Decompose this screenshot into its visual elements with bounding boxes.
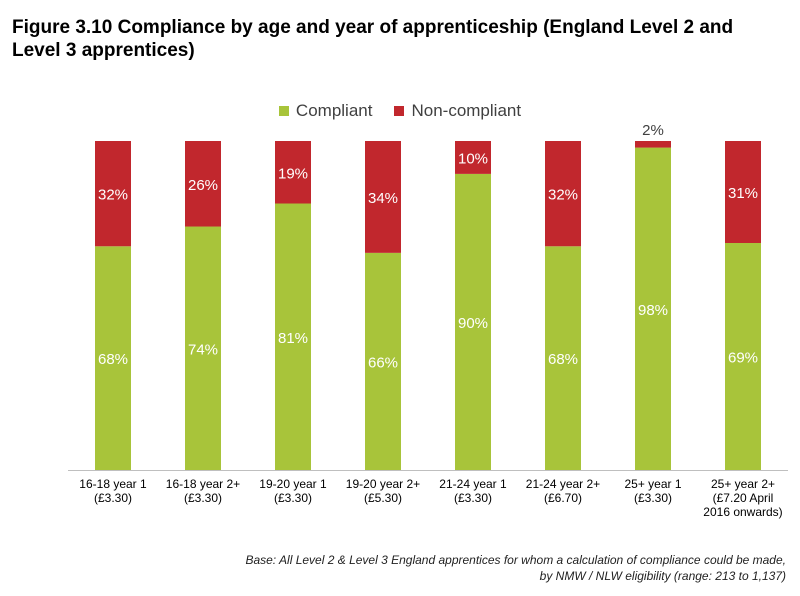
data-label-compliant: 74% (188, 341, 218, 358)
bar-compliant (275, 203, 311, 470)
bar-non-compliant (185, 141, 221, 227)
data-label-non-compliant: 26% (188, 177, 218, 194)
category-label: 19-20 year 2+ (346, 477, 420, 491)
category-label: (£3.30) (94, 491, 132, 505)
bar-compliant (95, 246, 131, 470)
bar-compliant (365, 252, 401, 470)
legend-item-compliant: Compliant (278, 101, 373, 121)
chart-footnote: Base: All Level 2 & Level 3 England appr… (26, 552, 786, 584)
category-label: 21-24 year 1 (439, 477, 507, 491)
data-label-non-compliant: 10% (458, 150, 488, 167)
bar-non-compliant (95, 141, 131, 247)
bar-non-compliant (725, 141, 761, 243)
category-label: (£6.70) (544, 491, 582, 505)
category-label: (£3.30) (274, 491, 312, 505)
bar-compliant (725, 242, 761, 470)
category-label: 16-18 year 1 (79, 477, 147, 491)
bar-compliant (455, 173, 491, 470)
bar-compliant (545, 246, 581, 470)
category-label: 19-20 year 1 (259, 477, 327, 491)
bar-non-compliant (365, 141, 401, 253)
data-label-compliant: 69% (728, 349, 758, 366)
footnote-line-1: Base: All Level 2 & Level 3 England appr… (245, 553, 786, 567)
category-label: (£3.30) (184, 491, 222, 505)
legend-label-compliant: Compliant (295, 101, 373, 120)
data-label-non-compliant: 32% (548, 187, 578, 204)
category-label: 16-18 year 2+ (166, 477, 240, 491)
data-label-compliant: 98% (638, 302, 668, 319)
bar-non-compliant (275, 141, 311, 204)
data-label-non-compliant: 34% (368, 190, 398, 207)
category-label: 21-24 year 2+ (526, 477, 600, 491)
bar-compliant (635, 147, 671, 470)
category-label: (£7.20 April (713, 491, 774, 505)
data-label-compliant: 81% (278, 330, 308, 347)
legend-item-non-compliant: Non-compliant (394, 101, 521, 121)
bar-non-compliant (635, 141, 671, 148)
data-label-non-compliant: 19% (278, 165, 308, 182)
bar-non-compliant (455, 141, 491, 174)
chart-legend: Compliant Non-compliant (0, 99, 800, 123)
data-label-compliant: 66% (368, 354, 398, 371)
chart-title: Figure 3.10 Compliance by age and year o… (12, 17, 734, 61)
category-label: (£3.30) (634, 491, 672, 505)
category-label: (£3.30) (454, 491, 492, 505)
data-label-compliant: 68% (548, 351, 578, 368)
category-label: 25+ year 1 (624, 477, 681, 491)
data-label-compliant: 90% (458, 315, 488, 332)
data-label-non-compliant: 2% (642, 122, 664, 139)
legend-swatch-non-compliant (394, 106, 405, 116)
data-label-non-compliant: 31% (728, 185, 758, 202)
data-label-non-compliant: 32% (98, 187, 128, 204)
category-label: (£5.30) (364, 491, 402, 505)
bar-compliant (185, 226, 221, 470)
footnote-line-2: by NMW / NLW eligibility (range: 213 to … (539, 569, 786, 583)
category-label: 2016 onwards) (703, 505, 782, 519)
legend-label-non-compliant: Non-compliant (411, 101, 522, 120)
data-label-compliant: 68% (98, 351, 128, 368)
legend-swatch-compliant (278, 106, 289, 116)
bar-non-compliant (545, 141, 581, 247)
category-label: 25+ year 2+ (711, 477, 775, 491)
